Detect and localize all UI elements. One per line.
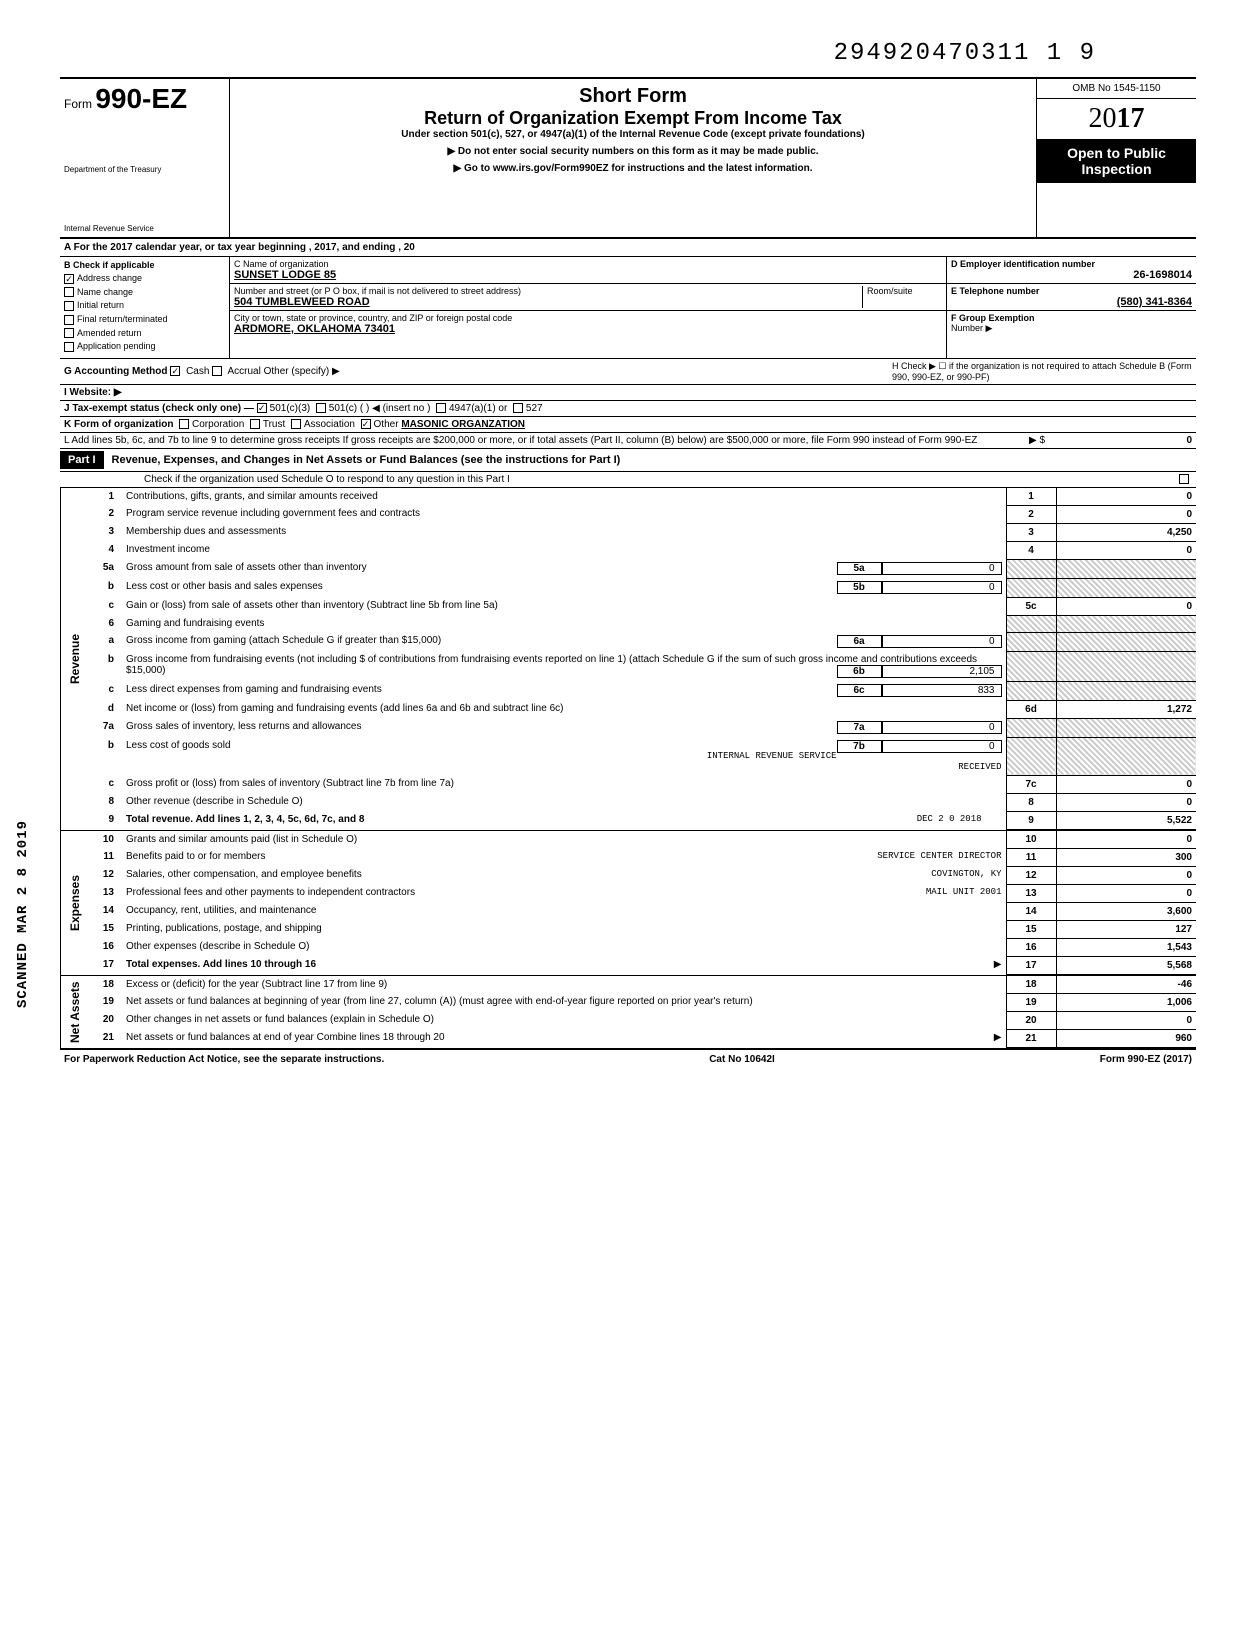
under-section: Under section 501(c), 527, or 4947(a)(1)… xyxy=(236,129,1030,140)
form-left-block: Form 990-EZ Department of the Treasury I… xyxy=(60,79,230,237)
gross-receipts: 0 xyxy=(1052,435,1192,446)
netassets-section: Net Assets 18Excess or (deficit) for the… xyxy=(60,975,1196,1050)
netassets-table: 18Excess or (deficit) for the year (Subt… xyxy=(82,976,1196,1048)
revenue-table: 1Contributions, gifts, grants, and simil… xyxy=(82,488,1196,830)
check-amended[interactable] xyxy=(64,328,74,338)
org-name: SUNSET LODGE 85 xyxy=(234,269,942,281)
row-i: I Website: ▶ xyxy=(60,385,1196,401)
city-state: ARDMORE, OKLAHOMA 73401 xyxy=(234,323,942,335)
section-c: C Name of organization SUNSET LODGE 85 N… xyxy=(230,257,946,358)
expenses-table: 10Grants and similar amounts paid (list … xyxy=(82,831,1196,975)
form-footer: Form 990-EZ (2017) xyxy=(1100,1054,1192,1065)
check-501c3[interactable]: ✓ xyxy=(257,403,267,413)
part-1-checkline: Check if the organization used Schedule … xyxy=(60,472,1196,488)
check-initial[interactable] xyxy=(64,301,74,311)
ein-value: 26-1698014 xyxy=(951,269,1192,281)
document-number: 294920470311 1 9 xyxy=(60,40,1196,67)
check-cash[interactable]: ✓ xyxy=(170,366,180,376)
street-address: 504 TUMBLEWEED ROAD xyxy=(234,296,862,308)
expenses-section: Expenses 10Grants and similar amounts pa… xyxy=(60,830,1196,975)
section-b: B Check if applicable ✓Address change Na… xyxy=(60,257,230,358)
check-4947[interactable] xyxy=(436,403,446,413)
form-prefix: Form xyxy=(64,97,92,111)
addr-label: Number and street (or P O box, if mail i… xyxy=(234,286,862,296)
dept-treasury: Department of the Treasury xyxy=(64,165,225,174)
city-label: City or town, state or province, country… xyxy=(234,313,942,323)
phone-value: (580) 341-8364 xyxy=(951,296,1192,308)
row-k: K Form of organization Corporation Trust… xyxy=(60,417,1196,433)
scanned-stamp: SCANNED MAR 2 8 2019 xyxy=(15,820,31,1008)
dept-irs: Internal Revenue Service xyxy=(64,224,225,233)
return-title: Return of Organization Exempt From Incom… xyxy=(236,108,1030,129)
check-trust[interactable] xyxy=(250,419,260,429)
check-pending[interactable] xyxy=(64,342,74,352)
group-number: Number ▶ xyxy=(951,323,1192,334)
expenses-label: Expenses xyxy=(60,831,82,975)
phone-label: E Telephone number xyxy=(951,286,1192,296)
room-label: Room/suite xyxy=(867,286,942,296)
section-b-title: B Check if applicable xyxy=(64,260,225,270)
open-public-badge: Open to Public Inspection xyxy=(1037,139,1196,183)
tax-year: 2017 xyxy=(1037,99,1196,139)
netassets-label: Net Assets xyxy=(60,976,82,1048)
cat-number: Cat No 10642I xyxy=(709,1054,775,1065)
ssn-warning: ▶ Do not enter social security numbers o… xyxy=(236,146,1030,157)
short-form-title: Short Form xyxy=(236,85,1030,108)
check-accrual[interactable] xyxy=(212,366,222,376)
check-address[interactable]: ✓ xyxy=(64,274,74,284)
row-g-h: G Accounting Method ✓ Cash Accrual Other… xyxy=(60,359,1196,385)
part-1-title: Revenue, Expenses, and Changes in Net As… xyxy=(112,454,621,466)
org-type: MASONIC ORGANZATION xyxy=(401,419,525,430)
paperwork-notice: For Paperwork Reduction Act Notice, see … xyxy=(64,1054,384,1065)
name-label: C Name of organization xyxy=(234,259,942,269)
check-527[interactable] xyxy=(513,403,523,413)
ein-label: D Employer identification number xyxy=(951,259,1192,269)
identity-block: B Check if applicable ✓Address change Na… xyxy=(60,257,1196,359)
part-1-label: Part I xyxy=(60,451,104,469)
omb-number: OMB No 1545-1150 xyxy=(1037,79,1196,99)
revenue-label: Revenue xyxy=(60,488,82,830)
part-1-header: Part I Revenue, Expenses, and Changes in… xyxy=(60,449,1196,472)
form-right-block: OMB No 1545-1150 2017 Open to Public Ins… xyxy=(1036,79,1196,237)
check-schedule-o[interactable] xyxy=(1179,474,1189,484)
row-j: J Tax-exempt status (check only one) — ✓… xyxy=(60,401,1196,417)
tax-period: A For the 2017 calendar year, or tax yea… xyxy=(60,239,1196,257)
check-assoc[interactable] xyxy=(291,419,301,429)
revenue-section: Revenue 1Contributions, gifts, grants, a… xyxy=(60,488,1196,830)
check-corp[interactable] xyxy=(179,419,189,429)
check-final[interactable] xyxy=(64,315,74,325)
check-501c[interactable] xyxy=(316,403,326,413)
goto-link: ▶ Go to www.irs.gov/Form990EZ for instru… xyxy=(236,163,1030,174)
check-name[interactable] xyxy=(64,287,74,297)
page-footer: For Paperwork Reduction Act Notice, see … xyxy=(60,1050,1196,1069)
form-title-block: Short Form Return of Organization Exempt… xyxy=(230,79,1036,237)
right-info: D Employer identification number 26-1698… xyxy=(946,257,1196,358)
group-label: F Group Exemption xyxy=(951,313,1192,323)
form-header: Form 990-EZ Department of the Treasury I… xyxy=(60,77,1196,239)
section-h: H Check ▶ ☐ if the organization is not r… xyxy=(892,361,1192,382)
form-number: 990-EZ xyxy=(95,83,187,114)
check-other-org[interactable]: ✓ xyxy=(361,419,371,429)
row-l: L Add lines 5b, 6c, and 7b to line 9 to … xyxy=(60,433,1196,449)
